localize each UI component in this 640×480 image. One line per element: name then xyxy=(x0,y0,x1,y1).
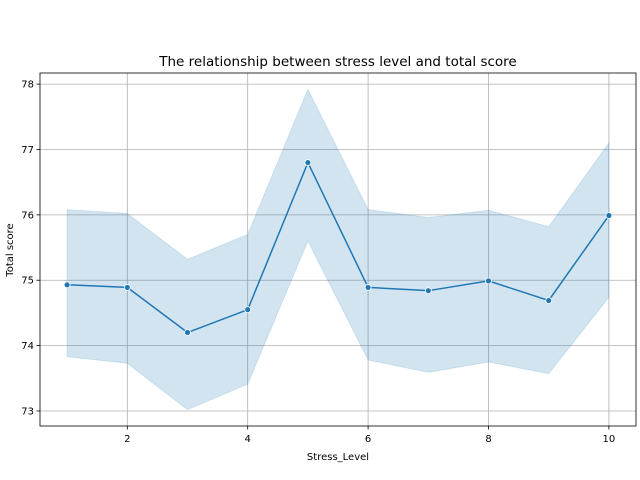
data-point xyxy=(545,297,553,304)
data-point xyxy=(424,287,432,295)
x-axis-ticks: 2 4 6 8 10 xyxy=(124,426,615,445)
x-axis-label: Stress_Level xyxy=(307,452,369,463)
y-tick-label: 73 xyxy=(21,406,34,417)
y-tick-label: 77 xyxy=(21,145,34,156)
data-point xyxy=(605,212,613,219)
plot-frame xyxy=(39,72,637,427)
data-point xyxy=(485,277,492,285)
x-tick-label: 2 xyxy=(124,434,130,445)
data-point xyxy=(304,159,312,166)
y-axis-ticks: 73 74 75 76 77 78 xyxy=(21,80,40,417)
x-tick-label: 6 xyxy=(365,434,371,445)
data-point xyxy=(364,284,372,291)
data-point xyxy=(244,306,252,314)
y-axis-label: Total score xyxy=(5,223,16,277)
x-tick-label: 4 xyxy=(245,434,251,445)
x-tick-label: 10 xyxy=(603,434,616,445)
y-tick-label: 78 xyxy=(21,80,34,91)
grid xyxy=(40,73,636,426)
data-points xyxy=(63,159,613,336)
y-tick-label: 75 xyxy=(21,276,34,287)
confidence-band xyxy=(66,88,610,411)
data-point xyxy=(63,281,71,289)
y-tick-label: 74 xyxy=(21,341,34,352)
data-point xyxy=(123,284,131,291)
series-line xyxy=(67,160,610,334)
x-tick-label: 8 xyxy=(485,434,491,445)
chart-title: The relationship between stress level an… xyxy=(158,54,516,70)
y-tick-label: 76 xyxy=(21,210,34,221)
data-point xyxy=(184,329,191,336)
